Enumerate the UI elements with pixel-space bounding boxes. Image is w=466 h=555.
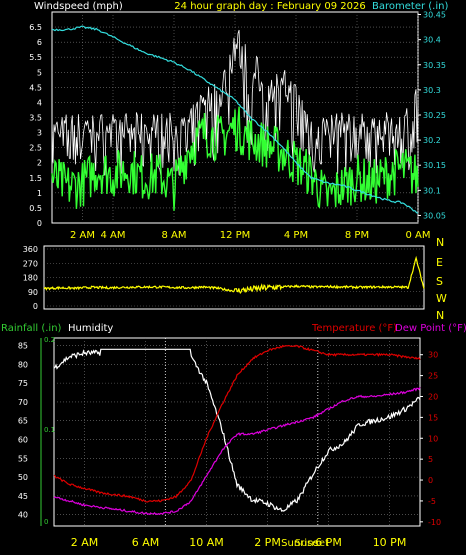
humidity-x-tick-label: 2 PM (254, 536, 281, 549)
humidity-x-tick-label: 6 AM (132, 536, 160, 549)
wind-y-tick-label: 1.5 (29, 174, 42, 183)
humidity-x-tick-label: 10 PM (373, 536, 407, 549)
wind-x-tick-label: 4 PM (284, 230, 308, 241)
temperature-y-tick-label: -5 (428, 497, 436, 506)
wind-x-tick-label: 8 AM (161, 230, 186, 241)
wind-x-tick-label: 4 AM (100, 230, 125, 241)
wind-gust-series (51, 29, 419, 176)
barometer-y-tick-label: 30.05 (423, 211, 446, 220)
temperature-y-tick-label: 20 (428, 392, 438, 401)
wind-direction-series (43, 255, 425, 294)
wind-y-tick-label: 4.5 (29, 83, 42, 92)
wind-y-tick-label: 0 (37, 219, 42, 228)
windspeed-axis-title: Windspeed (mph) (34, 1, 123, 12)
temperature-axis-title: Temperature (°F) (311, 323, 397, 334)
temperature-y-tick-label: 5 (428, 455, 433, 464)
humidity-y-tick-label: 40 (18, 511, 28, 520)
barometer-y-tick-label: 30.45 (423, 11, 446, 20)
compass-label: E (436, 256, 443, 269)
wind-y-tick-label: 6 (37, 38, 42, 47)
barometer-y-tick-label: 30.2 (423, 136, 441, 145)
sunset-label: Sunset (295, 538, 329, 549)
direction-y-tick-label: 270 (23, 259, 38, 268)
barometer-y-tick-label: 30.3 (423, 86, 441, 95)
humidity-y-tick-label: 65 (18, 417, 28, 426)
temperature-y-tick-label: 15 (428, 413, 438, 422)
wind-y-tick-label: 5 (37, 68, 42, 77)
humidity-plot-frame (53, 337, 421, 527)
humidity-x-tick-label: 6 PM (315, 536, 342, 549)
direction-y-tick-label: 0 (33, 302, 38, 311)
direction-y-tick-label: 360 (23, 245, 38, 254)
rainfall-y-tick-label: 0.2 (44, 336, 55, 344)
humidity-y-tick-label: 50 (18, 473, 28, 482)
direction-y-tick-label: 180 (23, 274, 38, 283)
compass-label: N (436, 236, 444, 249)
barometer-axis-title: Barometer (.in) (372, 1, 448, 12)
compass-label: W (436, 292, 447, 305)
chart-title: 24 hour graph day : February 09 2026 (174, 1, 365, 12)
temperature-series (53, 344, 421, 503)
humidity-y-tick-label: 80 (18, 360, 28, 369)
wind-x-tick-label: 2 AM (70, 230, 95, 241)
wind-average-series (51, 106, 419, 211)
wind-y-tick-label: 2.5 (29, 144, 42, 153)
humidity-axis-title: Humidity (68, 323, 113, 334)
barometer-y-tick-label: 30.1 (423, 186, 441, 195)
rainfall-axis-title: Rainfall (.in) (1, 323, 62, 334)
temperature-y-tick-label: 30 (428, 351, 438, 360)
direction-y-tick-label: 90 (28, 288, 38, 297)
humidity-y-tick-label: 75 (18, 379, 28, 388)
barometer-y-tick-label: 30.25 (423, 111, 446, 120)
wind-x-tick-label: 8 PM (345, 230, 369, 241)
rainfall-y-tick-label: 0.1 (44, 426, 55, 434)
temperature-y-tick-label: -10 (428, 518, 441, 527)
wind-y-tick-label: 5.5 (29, 53, 42, 62)
temperature-y-tick-label: 10 (428, 434, 438, 443)
humidity-x-tick-label: 2 AM (71, 536, 99, 549)
rainfall-y-tick-label: 0 (44, 518, 48, 526)
wind-y-tick-label: 1 (37, 189, 42, 198)
wind-y-tick-label: 0.5 (29, 204, 42, 213)
humidity-series (53, 348, 421, 512)
wind-y-tick-label: 3 (37, 129, 42, 138)
humidity-x-tick-label: 10 AM (189, 536, 224, 549)
wind-x-tick-label: 0 AM (405, 230, 430, 241)
humidity-y-tick-label: 55 (18, 454, 28, 463)
wind-y-tick-label: 2 (37, 159, 42, 168)
dewpoint-series (53, 386, 421, 516)
wind-x-tick-label: 12 PM (220, 230, 251, 241)
humidity-y-tick-label: 70 (18, 398, 28, 407)
temperature-y-tick-label: 25 (428, 372, 438, 381)
barometer-y-tick-label: 30.35 (423, 61, 446, 70)
dewpoint-axis-title: Dew Point (°F) (395, 323, 466, 334)
wind-y-tick-label: 3.5 (29, 114, 42, 123)
barometer-y-tick-label: 30.4 (423, 36, 441, 45)
barometer-y-tick-label: 30.15 (423, 161, 446, 170)
wind-y-tick-label: 6.5 (29, 23, 42, 32)
wind-y-tick-label: 4 (37, 98, 42, 107)
compass-label: N (436, 309, 444, 322)
compass-label: S (436, 275, 443, 288)
barometer-series (51, 25, 419, 214)
temperature-y-tick-label: 0 (428, 476, 433, 485)
humidity-y-tick-label: 60 (18, 436, 28, 445)
sunrise-label: Sunrise (281, 538, 318, 549)
humidity-y-tick-label: 45 (18, 492, 28, 501)
humidity-y-tick-label: 85 (18, 342, 28, 351)
